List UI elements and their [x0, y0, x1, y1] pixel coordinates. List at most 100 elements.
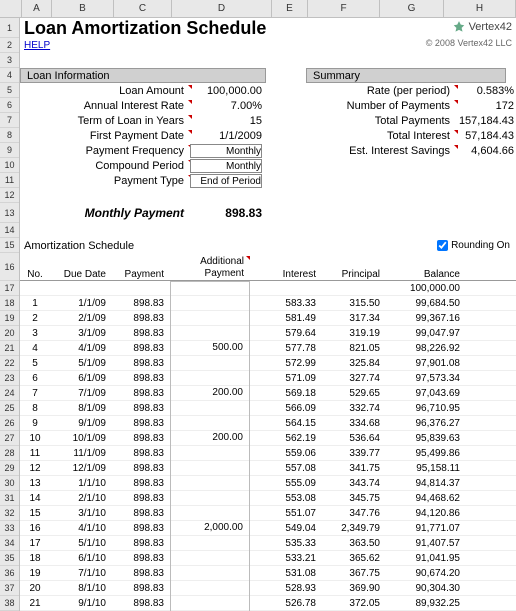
row-header-13[interactable]: 13 — [0, 203, 19, 223]
row-header-31[interactable]: 31 — [0, 491, 19, 506]
cell-payment: 898.83 — [112, 418, 170, 429]
cell-balance: 91,771.07 — [386, 523, 466, 534]
col-header-E[interactable]: E — [272, 0, 308, 17]
cell-additional[interactable]: 200.00 — [170, 386, 250, 401]
loan-info-value[interactable]: End of Period — [190, 174, 266, 188]
row-header-32[interactable]: 32 — [0, 506, 19, 521]
cell-additional[interactable] — [170, 596, 250, 611]
cell-additional[interactable]: 500.00 — [170, 341, 250, 356]
loan-info-value[interactable]: 7.00% — [190, 100, 266, 112]
row-header-24[interactable]: 24 — [0, 386, 19, 401]
row-header-21[interactable]: 21 — [0, 341, 19, 356]
row-header-26[interactable]: 26 — [0, 416, 19, 431]
cell-additional[interactable] — [170, 311, 250, 326]
row-header-5[interactable]: 5 — [0, 83, 19, 98]
col-header-G[interactable]: G — [380, 0, 444, 17]
table-row: 18 6/1/10 898.83 533.21 365.62 91,041.95 — [20, 551, 516, 566]
loan-info-value[interactable]: 15 — [190, 115, 266, 127]
row-header-33[interactable]: 33 — [0, 521, 19, 536]
row-header-11[interactable]: 11 — [0, 173, 19, 188]
row-header-12[interactable]: 12 — [0, 188, 19, 203]
help-link[interactable]: HELP — [20, 40, 50, 51]
cell-additional[interactable]: 2,000.00 — [170, 521, 250, 536]
row-header-7[interactable]: 7 — [0, 113, 19, 128]
cell-no: 1 — [20, 298, 50, 309]
cell-principal: 339.77 — [322, 448, 386, 459]
info-row: Payment Frequency Monthly Est. Interest … — [20, 143, 516, 158]
row-header-9[interactable]: 9 — [0, 143, 19, 158]
cell-additional[interactable] — [170, 461, 250, 476]
col-header-H[interactable]: H — [444, 0, 516, 17]
table-row: 17 5/1/10 898.83 535.33 363.50 91,407.57 — [20, 536, 516, 551]
row-header-8[interactable]: 8 — [0, 128, 19, 143]
row-header-6[interactable]: 6 — [0, 98, 19, 113]
row-header-15[interactable]: 15 — [0, 238, 19, 253]
row-header-30[interactable]: 30 — [0, 476, 19, 491]
row-header-35[interactable]: 35 — [0, 551, 19, 566]
cell-additional[interactable] — [170, 476, 250, 491]
row-header-23[interactable]: 23 — [0, 371, 19, 386]
row-header-14[interactable]: 14 — [0, 223, 19, 238]
cell-additional[interactable] — [170, 356, 250, 371]
row-header-38[interactable]: 38 — [0, 596, 19, 611]
row-header-19[interactable]: 19 — [0, 311, 19, 326]
cell-balance: 99,684.50 — [386, 298, 466, 309]
rounding-checkbox[interactable] — [437, 240, 448, 251]
col-header-D[interactable]: D — [172, 0, 272, 17]
cell-principal: 327.74 — [322, 373, 386, 384]
cell-additional[interactable] — [170, 551, 250, 566]
loan-info-value[interactable]: Monthly — [190, 144, 266, 158]
row-header-16[interactable]: 16 — [0, 253, 19, 281]
row-header-10[interactable]: 10 — [0, 158, 19, 173]
row-header-3[interactable]: 3 — [0, 53, 19, 68]
cell-interest: 535.33 — [250, 538, 322, 549]
row-header-18[interactable]: 18 — [0, 296, 19, 311]
cell-balance: 90,674.20 — [386, 568, 466, 579]
cell-additional[interactable] — [170, 401, 250, 416]
row-header-22[interactable]: 22 — [0, 356, 19, 371]
loan-info-label: Compound Period — [20, 160, 190, 172]
col-header-C[interactable]: C — [114, 0, 172, 17]
row-header-37[interactable]: 37 — [0, 581, 19, 596]
row-header-17[interactable]: 17 — [0, 281, 19, 296]
row-header-2[interactable]: 2 — [0, 38, 19, 53]
rounding-toggle[interactable]: Rounding On — [437, 240, 510, 251]
cell-additional[interactable] — [170, 296, 250, 311]
cell-balance: 96,376.27 — [386, 418, 466, 429]
row-header-27[interactable]: 27 — [0, 431, 19, 446]
cell-additional[interactable] — [170, 581, 250, 596]
cell-additional[interactable] — [170, 491, 250, 506]
loan-info-value[interactable]: 100,000.00 — [190, 85, 266, 97]
cell-additional[interactable]: 200.00 — [170, 431, 250, 446]
cell-payment: 898.83 — [112, 388, 170, 399]
col-header-A[interactable]: A — [22, 0, 52, 17]
col-header-F[interactable]: F — [308, 0, 380, 17]
cell-payment: 898.83 — [112, 538, 170, 549]
cell-additional[interactable] — [170, 416, 250, 431]
cell-additional[interactable] — [170, 281, 250, 296]
col-header-B[interactable]: B — [52, 0, 114, 17]
loan-info-value[interactable]: Monthly — [190, 159, 266, 173]
cell-additional[interactable] — [170, 371, 250, 386]
table-row: 14 2/1/10 898.83 553.08 345.75 94,468.62 — [20, 491, 516, 506]
row-header-36[interactable]: 36 — [0, 566, 19, 581]
cell-additional[interactable] — [170, 536, 250, 551]
cell-additional[interactable] — [170, 326, 250, 341]
opening-balance-row: 100,000.00 — [20, 281, 516, 296]
row-header-4[interactable]: 4 — [0, 68, 19, 83]
cell-no: 5 — [20, 358, 50, 369]
row-header-28[interactable]: 28 — [0, 446, 19, 461]
row-header-29[interactable]: 29 — [0, 461, 19, 476]
row-header-34[interactable]: 34 — [0, 536, 19, 551]
cell-additional[interactable] — [170, 446, 250, 461]
cell-additional[interactable] — [170, 566, 250, 581]
loan-info-value[interactable]: 1/1/2009 — [190, 130, 266, 142]
monthly-payment-row: Monthly Payment 898.83 — [20, 203, 516, 223]
loan-info-label: Payment Frequency — [20, 145, 190, 157]
logo-text: Vertex42 — [469, 21, 512, 33]
row-header-25[interactable]: 25 — [0, 401, 19, 416]
cell-additional[interactable] — [170, 506, 250, 521]
row-header-1[interactable]: 1 — [0, 18, 19, 38]
cell-no: 10 — [20, 433, 50, 444]
row-header-20[interactable]: 20 — [0, 326, 19, 341]
